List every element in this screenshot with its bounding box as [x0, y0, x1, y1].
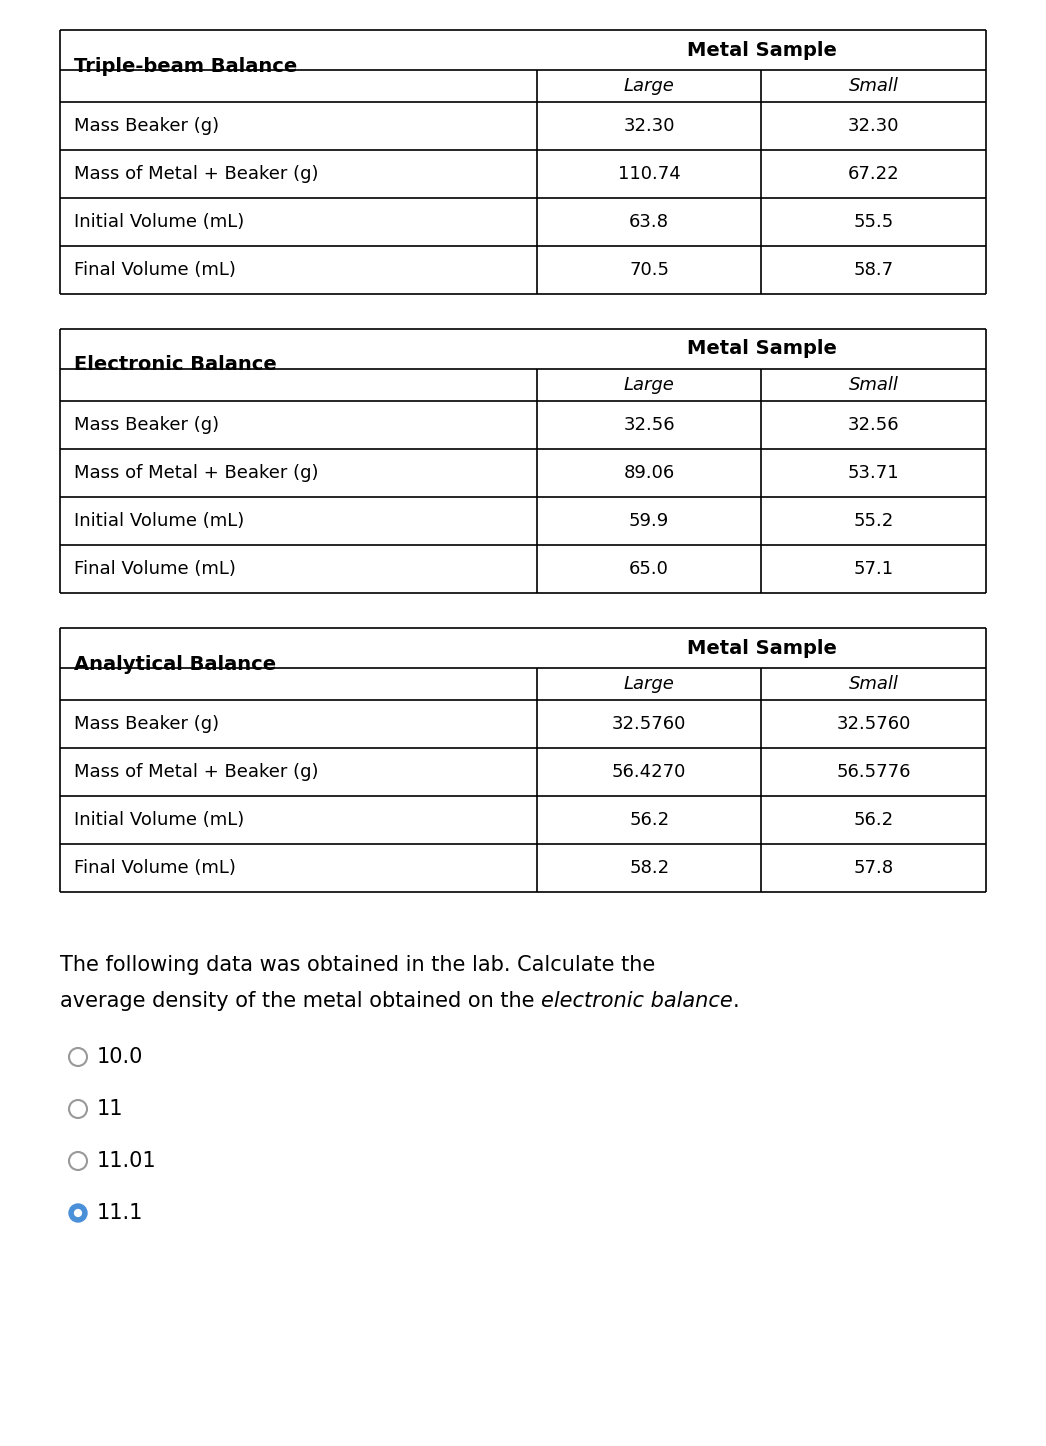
Text: Metal Sample: Metal Sample [686, 639, 837, 658]
Text: 11: 11 [97, 1099, 123, 1119]
Text: Mass Beaker (g): Mass Beaker (g) [74, 416, 219, 434]
Text: electronic balance: electronic balance [541, 991, 733, 1011]
Text: 32.30: 32.30 [623, 117, 675, 134]
Text: Small: Small [848, 675, 899, 693]
Circle shape [69, 1205, 87, 1222]
Text: Large: Large [623, 675, 675, 693]
Text: The following data was obtained in the lab. Calculate the: The following data was obtained in the l… [60, 954, 655, 975]
Text: Final Volume (mL): Final Volume (mL) [74, 859, 236, 878]
Text: 56.4270: 56.4270 [612, 763, 686, 781]
Text: Analytical Balance: Analytical Balance [74, 655, 276, 674]
Text: 10.0: 10.0 [97, 1047, 143, 1067]
Text: 56.5776: 56.5776 [837, 763, 911, 781]
Text: Small: Small [848, 376, 899, 393]
Text: Final Volume (mL): Final Volume (mL) [74, 260, 236, 279]
Text: Mass of Metal + Beaker (g): Mass of Metal + Beaker (g) [74, 464, 318, 482]
Text: Initial Volume (mL): Initial Volume (mL) [74, 512, 245, 531]
Text: 32.5760: 32.5760 [837, 714, 911, 733]
Text: Mass Beaker (g): Mass Beaker (g) [74, 714, 219, 733]
Text: Large: Large [623, 77, 675, 95]
Text: 55.5: 55.5 [854, 213, 894, 231]
Text: 63.8: 63.8 [629, 213, 669, 231]
Text: 58.7: 58.7 [854, 260, 893, 279]
Text: Final Volume (mL): Final Volume (mL) [74, 560, 236, 578]
Text: Initial Volume (mL): Initial Volume (mL) [74, 213, 245, 231]
Text: Initial Volume (mL): Initial Volume (mL) [74, 811, 245, 829]
Text: 56.2: 56.2 [854, 811, 893, 829]
Text: 67.22: 67.22 [848, 165, 900, 184]
Text: 32.56: 32.56 [623, 416, 675, 434]
Text: 32.5760: 32.5760 [612, 714, 686, 733]
Text: Metal Sample: Metal Sample [686, 340, 837, 359]
Text: Mass of Metal + Beaker (g): Mass of Metal + Beaker (g) [74, 763, 318, 781]
Circle shape [74, 1210, 82, 1216]
Text: 32.56: 32.56 [848, 416, 900, 434]
Text: Electronic Balance: Electronic Balance [74, 356, 277, 375]
Text: 53.71: 53.71 [848, 464, 900, 482]
Text: Triple-beam Balance: Triple-beam Balance [74, 56, 297, 75]
Text: Small: Small [848, 77, 899, 95]
Text: average density of the metal obtained on the: average density of the metal obtained on… [60, 991, 541, 1011]
Text: 57.8: 57.8 [854, 859, 893, 878]
Text: 11.01: 11.01 [97, 1151, 157, 1171]
Text: 32.30: 32.30 [848, 117, 900, 134]
Text: 59.9: 59.9 [629, 512, 669, 531]
Text: 89.06: 89.06 [623, 464, 675, 482]
Text: 110.74: 110.74 [618, 165, 681, 184]
Text: 58.2: 58.2 [629, 859, 669, 878]
Text: Mass Beaker (g): Mass Beaker (g) [74, 117, 219, 134]
Text: 55.2: 55.2 [854, 512, 894, 531]
Text: Mass of Metal + Beaker (g): Mass of Metal + Beaker (g) [74, 165, 318, 184]
Text: 56.2: 56.2 [629, 811, 669, 829]
Text: 57.1: 57.1 [854, 560, 893, 578]
Text: 65.0: 65.0 [630, 560, 669, 578]
Text: .: . [733, 991, 740, 1011]
Text: 70.5: 70.5 [629, 260, 669, 279]
Text: 11.1: 11.1 [97, 1203, 143, 1223]
Text: Large: Large [623, 376, 675, 393]
Text: Metal Sample: Metal Sample [686, 40, 837, 59]
